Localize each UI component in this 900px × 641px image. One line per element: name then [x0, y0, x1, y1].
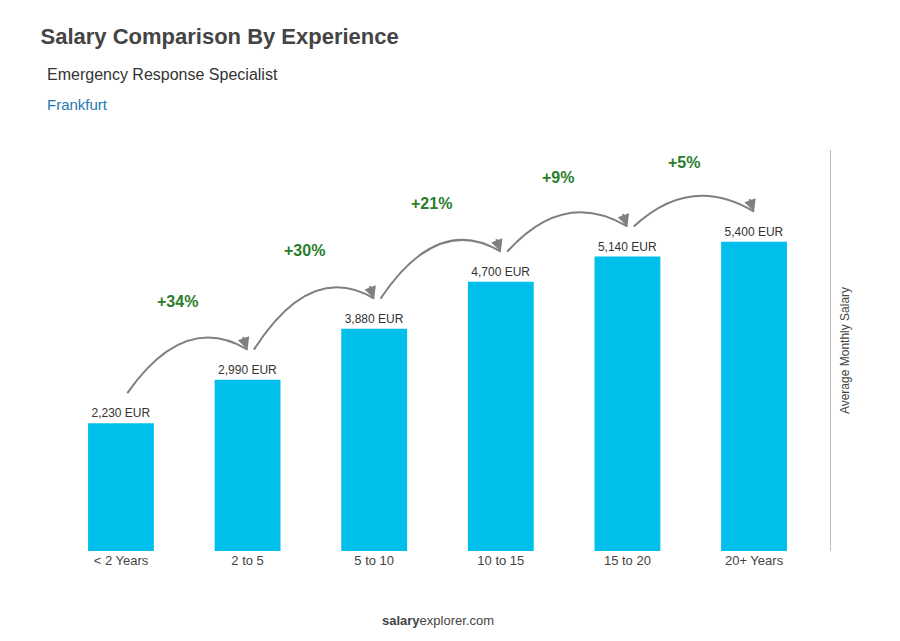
svg-text:2 to 5: 2 to 5: [231, 553, 264, 568]
svg-text:salaryexplorer.com: salaryexplorer.com: [382, 613, 494, 628]
svg-text:10 to 15: 10 to 15: [477, 553, 524, 568]
svg-text:+21%: +21%: [411, 195, 452, 212]
svg-text:< 2 Years: < 2 Years: [94, 553, 149, 568]
svg-text:2,990 EUR: 2,990 EUR: [218, 363, 277, 377]
svg-text:20+ Years: 20+ Years: [725, 553, 784, 568]
svg-text:Average Monthly Salary: Average Monthly Salary: [838, 287, 852, 414]
svg-text:+9%: +9%: [542, 169, 574, 186]
svg-text:Emergency Response Specialist: Emergency Response Specialist: [47, 66, 278, 83]
svg-text:5,400 EUR: 5,400 EUR: [725, 225, 784, 239]
svg-text:5 to 10: 5 to 10: [354, 553, 394, 568]
svg-text:3,880 EUR: 3,880 EUR: [345, 312, 404, 326]
svg-text:15 to 20: 15 to 20: [604, 553, 651, 568]
svg-text:+5%: +5%: [668, 154, 700, 171]
svg-text:+30%: +30%: [284, 242, 325, 259]
svg-text:Frankfurt: Frankfurt: [47, 96, 108, 113]
svg-text:5,140 EUR: 5,140 EUR: [598, 240, 657, 254]
svg-text:+34%: +34%: [157, 293, 198, 310]
svg-text:4,700 EUR: 4,700 EUR: [471, 265, 530, 279]
svg-text:2,230 EUR: 2,230 EUR: [91, 406, 150, 420]
svg-text:Salary Comparison By Experienc: Salary Comparison By Experience: [41, 24, 399, 49]
